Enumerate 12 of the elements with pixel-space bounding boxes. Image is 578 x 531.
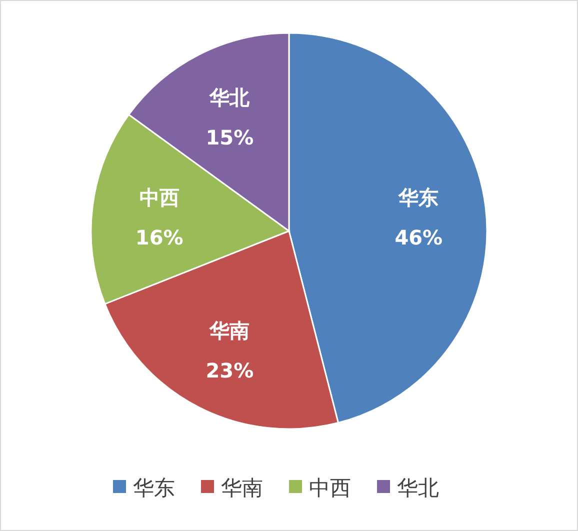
data-label: 15% — [206, 126, 254, 150]
slice-label: 华北 — [208, 86, 251, 110]
slice-label: 中西 — [139, 186, 180, 210]
legend-label: 华东 — [133, 476, 175, 500]
data-label: 46% — [394, 226, 443, 250]
legend-label: 华南 — [221, 476, 263, 500]
data-label: 16% — [135, 226, 184, 250]
data-label: 23% — [206, 358, 254, 382]
slice-label: 华南 — [208, 318, 250, 342]
legend-label: 华北 — [397, 476, 439, 500]
slice-label: 华东 — [398, 186, 439, 210]
legend-label: 中西 — [309, 476, 351, 500]
